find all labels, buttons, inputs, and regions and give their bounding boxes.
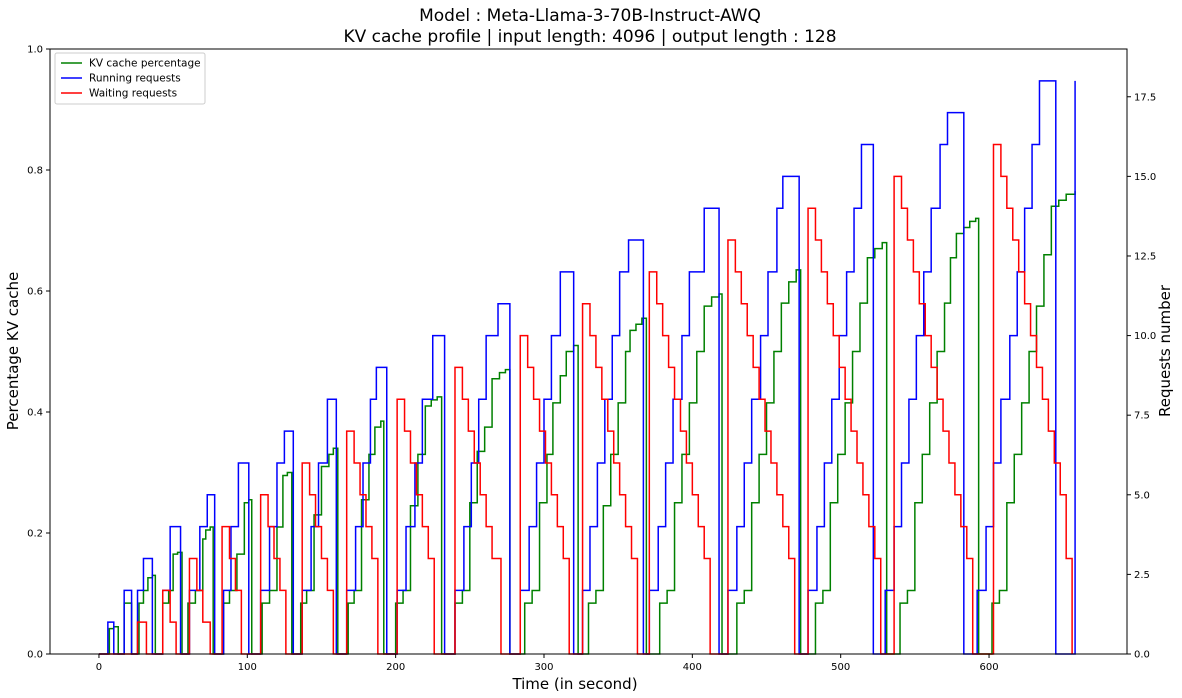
y2-tick-label-5: 12.5 <box>1134 251 1156 262</box>
legend-label-1: Running requests <box>89 73 181 85</box>
y2-axis-label: Requests number <box>1156 284 1174 417</box>
y-axis-label: Percentage KV cache <box>4 272 22 430</box>
x-axis-label: Time (in second) <box>511 675 637 693</box>
y-tick-label-3: 0.6 <box>27 287 43 298</box>
legend-label-2: Waiting requests <box>89 88 177 100</box>
chart-title-line1: Model : Meta-Llama-3-70B-Instruct-AWQ <box>419 6 761 26</box>
y-tick-label-2: 0.4 <box>27 408 43 419</box>
legend-box <box>54 52 206 105</box>
series-line-0 <box>98 191 1076 655</box>
y2-tick-label-2: 5.0 <box>1134 490 1150 501</box>
x-tick-label-1: 100 <box>238 662 257 673</box>
x-tick-label-3: 300 <box>534 662 553 673</box>
y-tick-label-4: 0.8 <box>27 166 43 177</box>
x-tick-label-0: 0 <box>96 662 102 673</box>
y2-tick-label-6: 15.0 <box>1134 172 1156 183</box>
y2-tick-label-3: 7.5 <box>1134 411 1150 422</box>
x-tick-label-2: 200 <box>386 662 405 673</box>
y2-tick-label-0: 0.0 <box>1134 650 1150 661</box>
y-tick-label-0: 0.0 <box>27 650 43 661</box>
y2-tick-label-1: 2.5 <box>1134 570 1150 581</box>
y2-tick-label-7: 17.5 <box>1134 92 1156 103</box>
chart-title-line2: KV cache profile | input length: 4096 | … <box>343 27 836 47</box>
plot-frame <box>49 48 1128 655</box>
y-tick-label-5: 1.0 <box>27 45 43 56</box>
x-tick-label-5: 500 <box>831 662 850 673</box>
y2-tick-label-4: 10.0 <box>1134 331 1156 342</box>
x-tick-label-4: 400 <box>683 662 702 673</box>
x-tick-label-6: 600 <box>979 662 998 673</box>
axes-layer: 0 100 200 300 400 500 600 0.0 0.2 0.4 0.6 0.8 1.0 0.0… <box>27 45 1156 674</box>
y-tick-label-1: 0.2 <box>27 529 43 540</box>
legend: KV cache percentage Running requests Waiti… <box>54 52 206 105</box>
legend-label-0: KV cache percentage <box>89 58 201 70</box>
